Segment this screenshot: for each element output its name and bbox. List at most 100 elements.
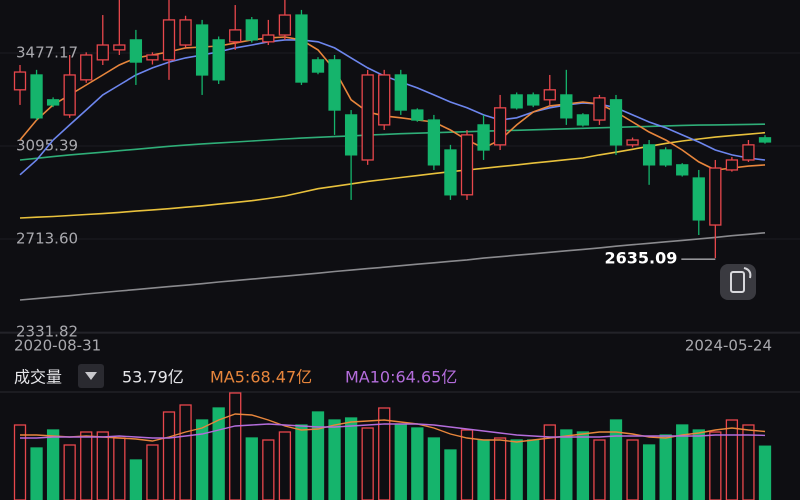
- volume-bar: [493, 437, 507, 500]
- candle-body: [642, 144, 656, 166]
- candle-body: [527, 94, 540, 106]
- volume-bar: [311, 411, 325, 500]
- volume-bar: [626, 439, 639, 500]
- volume-bar: [46, 429, 60, 500]
- candle-body: [394, 74, 407, 111]
- y-tick-label: 3477.17: [16, 43, 78, 61]
- candle-body: [659, 149, 672, 166]
- volume-bar: [642, 444, 656, 500]
- volume-bar: [328, 419, 341, 500]
- legend-entry: MA5:68.47亿: [210, 368, 312, 387]
- candle-body: [63, 74, 76, 116]
- volume-bar: [278, 431, 292, 500]
- candle-body: [742, 144, 755, 161]
- candle-body: [477, 124, 490, 151]
- candle-body: [493, 107, 507, 146]
- volume-bar: [96, 431, 109, 500]
- volume-bar: [245, 437, 258, 500]
- candle-body: [245, 19, 258, 41]
- candle-body: [80, 54, 93, 81]
- volume-bar: [80, 431, 93, 500]
- candle-body: [344, 114, 358, 156]
- candle-body: [195, 24, 209, 76]
- candle-body: [162, 19, 176, 61]
- volume-bar: [576, 431, 590, 500]
- volume-bar: [179, 404, 192, 500]
- volume-bar: [378, 407, 391, 500]
- volume-bar: [725, 419, 739, 500]
- candle-body: [328, 59, 341, 111]
- button-bg[interactable]: [720, 264, 756, 300]
- y-tick-label: 2331.82: [16, 323, 78, 341]
- dropdown-arrow[interactable]: [85, 372, 97, 380]
- ma-line: [19, 36, 766, 171]
- volume-bar: [659, 434, 672, 500]
- button-icon[interactable]: [730, 271, 745, 293]
- candle-body: [427, 119, 441, 166]
- ma-line: [19, 131, 766, 219]
- candle-body: [311, 59, 325, 73]
- candle-body: [460, 134, 474, 196]
- volume-ma-line: [20, 423, 766, 439]
- volume-bar: [477, 439, 490, 500]
- rotate-button[interactable]: [720, 264, 756, 300]
- volume-bar: [510, 439, 523, 500]
- candle-body: [609, 99, 623, 146]
- volume-bar: [609, 419, 623, 500]
- candle-body: [229, 29, 242, 43]
- candle-body: [560, 94, 573, 119]
- legend-entry: MA10:64.65亿: [345, 368, 457, 387]
- candle-body: [96, 44, 109, 61]
- candle-body: [543, 89, 556, 101]
- volume-bar: [560, 429, 573, 500]
- candle-body: [576, 114, 590, 126]
- volume-bar: [742, 424, 755, 500]
- volume-bar: [427, 437, 441, 500]
- volume-bar: [63, 444, 76, 500]
- candle-body: [278, 14, 292, 36]
- candle-body: [361, 74, 374, 161]
- high-label: 3731.69: [208, 0, 281, 1]
- volume-title[interactable]: 成交量: [14, 368, 62, 387]
- candle-body: [212, 39, 225, 81]
- volume-bar: [30, 447, 43, 500]
- candle-body: [46, 99, 60, 106]
- volume-bar: [394, 424, 407, 500]
- candle-body: [593, 97, 606, 121]
- candle-body: [146, 54, 159, 61]
- low-label: 2635.09: [604, 249, 677, 268]
- candle-body: [378, 74, 391, 126]
- volume-bar: [162, 411, 176, 500]
- candle-body: [626, 139, 639, 146]
- x-tick-label: 2024-05-24: [685, 337, 772, 355]
- x-tick-label: 2020-08-31: [14, 337, 101, 355]
- volume-bar: [543, 424, 556, 500]
- candle-body: [30, 74, 43, 119]
- candle-body: [411, 109, 424, 121]
- volume-bar: [709, 431, 722, 500]
- volume-bar: [460, 429, 474, 500]
- volume-panel: [13, 392, 772, 500]
- volume-bar: [146, 444, 159, 500]
- candle-body: [262, 34, 275, 43]
- volume-bar: [692, 429, 705, 500]
- button-icon[interactable]: [743, 267, 752, 279]
- volume-bar: [195, 419, 209, 500]
- volume-bar: [593, 439, 606, 500]
- y-tick-label: 3095.39: [16, 136, 78, 154]
- candle-body: [725, 159, 739, 171]
- candle-body: [676, 164, 689, 176]
- ma-line: [19, 39, 766, 176]
- volume-bar: [262, 439, 275, 500]
- ma-line: [19, 232, 766, 301]
- candle-body: [709, 167, 722, 226]
- price-panel: 2331.82 2713.60 3095.39 3477.17 3731.69 2635.…: [0, 0, 800, 341]
- volume-bar: [113, 437, 126, 500]
- volume-bar: [527, 439, 540, 500]
- candle-body: [692, 177, 705, 221]
- volume-bar: [344, 417, 358, 500]
- volume-bar: [212, 407, 225, 500]
- candle-body: [758, 137, 772, 143]
